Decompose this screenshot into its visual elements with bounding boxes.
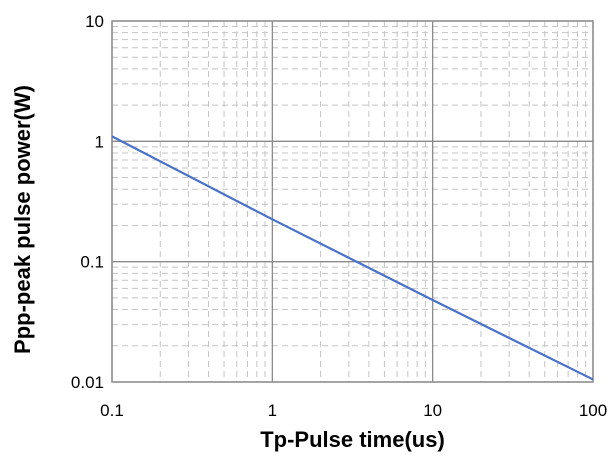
y-tick-label: 10: [85, 12, 104, 31]
x-axis-ticks: 0.1 1 10 100: [100, 401, 607, 420]
minor-grid: [112, 21, 593, 382]
y-axis-title: Ppp-peak pulse power(W): [10, 85, 35, 354]
x-axis-title: Tp-Pulse time(us): [260, 427, 445, 452]
y-tick-label: 0.01: [71, 373, 104, 392]
x-tick-label: 100: [579, 401, 607, 420]
x-tick-label: 0.1: [100, 401, 124, 420]
y-tick-label: 1: [95, 132, 104, 151]
plot-area: [111, 20, 594, 383]
x-tick-label: 10: [423, 401, 442, 420]
x-tick-label: 1: [268, 401, 277, 420]
series-layer: [111, 135, 594, 381]
y-axis-ticks: 0.01 0.1 1 10: [71, 12, 104, 392]
series-line-0: [111, 135, 594, 381]
plot-frame: [111, 20, 594, 383]
y-tick-label: 0.1: [80, 253, 104, 272]
